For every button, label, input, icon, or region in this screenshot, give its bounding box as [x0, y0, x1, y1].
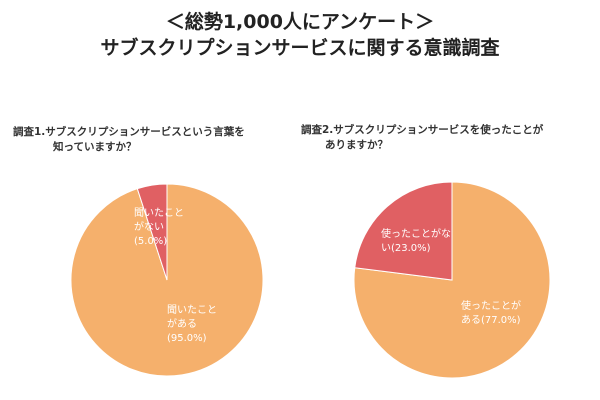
- pie-2-slice-not-used: [354, 181, 453, 281]
- page-title-line-2: サブスクリプションサービスに関する意識調査: [100, 37, 500, 59]
- pie-chart-1: 聞いたこと がある (95.0%) 聞いたこと がない (5.0%): [70, 183, 264, 377]
- pie-2-label-used: 使ったことが ある(77.0%): [461, 299, 524, 326]
- pie-chart-2: 使ったことが ある(77.0%) 使ったことがな い(23.0%): [353, 181, 551, 379]
- survey-2-question-line-2: ありますか？: [325, 139, 388, 151]
- survey-1-question-line-2: 知っていますか？: [53, 141, 137, 153]
- pie-2-label-not-used: 使ったことがな い(23.0%): [381, 227, 454, 254]
- pie-1-label-not-heard: 聞いたこと がない (5.0%): [134, 207, 187, 247]
- pie-1-label-heard: 聞いたこと がある (95.0%): [167, 304, 220, 344]
- survey-2-question-line-1: 調査2.サブスクリプションサービスを使ったことが: [301, 124, 544, 136]
- survey-1-question-line-1: 調査1.サブスクリプションサービスという言葉を: [13, 126, 245, 138]
- page-title-line-1: ＜総勢1,000人にアンケート＞: [165, 11, 435, 33]
- pie-1-slice-not-heard: [136, 183, 168, 281]
